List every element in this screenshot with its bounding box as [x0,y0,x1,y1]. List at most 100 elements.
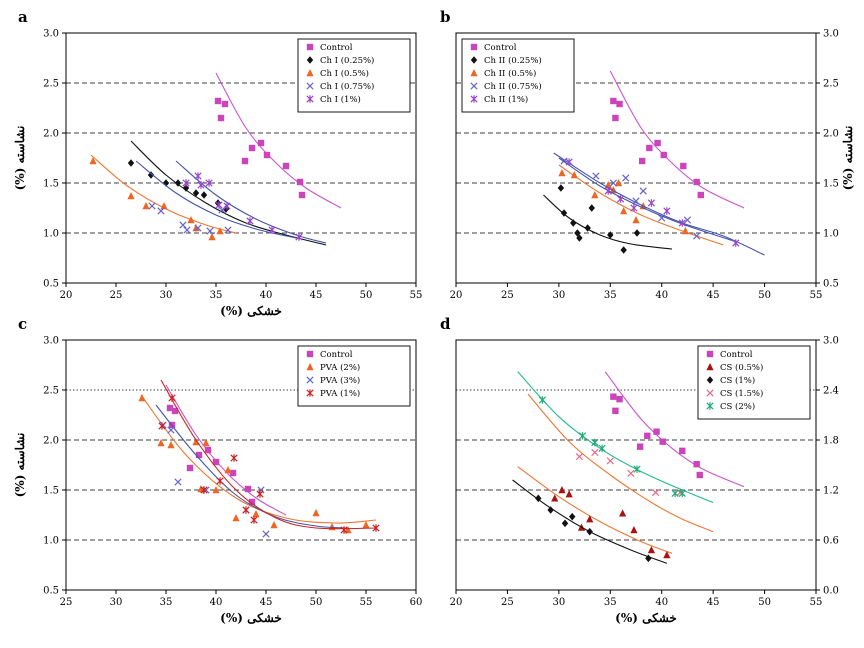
data-point [223,202,231,210]
data-point [312,509,320,517]
legend-entry: CS (2%) [720,401,755,412]
y-tick-label: 2.0 [43,129,59,140]
data-point [538,396,547,404]
y-tick-label: 3.0 [43,29,59,40]
data-point [586,515,594,523]
legend-marker [306,389,314,397]
data-point [127,192,135,200]
x-tick-label: 35 [210,290,223,301]
panel-b: b 20 25 30 35 40 45 50 550.5 1.0 1.5 2.0 2.5 3.0 (%) ن… [440,8,855,301]
data-point [633,465,641,473]
data-point [147,171,155,179]
y-axis-label: (%) نشاسته [13,126,27,191]
data-point [194,172,202,180]
legend-marker [306,363,314,371]
data-point [244,485,252,493]
legend-marker [306,95,314,103]
x-tick-label: 45 [707,290,720,301]
data-point [588,204,595,212]
legend-entry: Ch I (1%) [320,94,361,105]
data-point [627,469,635,477]
legend-entry: PVA (1%) [320,388,360,399]
data-point [340,526,348,534]
x-tick-label: 30 [160,290,173,301]
data-point [372,524,380,532]
x-tick-label: 25 [501,290,514,301]
data-point [551,494,559,502]
x-tick-label: 45 [260,597,273,608]
data-point [616,100,623,108]
data-point [166,404,174,412]
data-point [214,199,222,207]
legend-marker [306,350,314,358]
data-point [654,139,661,147]
data-point [192,189,200,197]
data-point [229,469,237,477]
data-point [138,394,146,402]
data-point [268,226,276,234]
y-tick-label: 0.6 [823,536,839,547]
x-axis-label: (%) خشکی [220,611,282,625]
y-tick-label: 2.4 [823,386,839,397]
legend-marker [306,82,314,90]
data-point [614,179,623,187]
series-4 [135,160,297,239]
data-point [647,546,656,554]
data-point [270,521,278,529]
data-point [610,393,617,400]
y-tick-label: 2.0 [43,436,59,447]
data-point [187,216,195,224]
series-4 [553,152,765,256]
data-point [663,207,671,215]
trend-line [604,371,745,488]
x-tick-label: 55 [360,597,373,608]
series-3 [89,154,237,241]
trend-line [155,404,347,529]
x-tick-label: 25 [110,290,123,301]
y-tick-label: 2.5 [43,386,59,397]
legend-marker [470,56,478,64]
legend-entry: Ch II (1%) [484,94,528,105]
data-point [295,233,303,241]
data-point [630,526,638,534]
legend-entry: CS (1%) [720,375,755,386]
data-point [646,144,653,152]
legend: Control Ch II (0.25%) Ch II (0.5%) Ch II (0… [461,38,575,113]
data-point [586,527,593,536]
data-point [620,246,627,254]
series-4 [158,379,380,534]
legend-box [297,38,411,113]
data-point [557,184,565,192]
data-point [616,395,623,403]
series-2 [517,466,673,559]
trend-line [135,160,297,239]
data-point [683,216,692,224]
data-point [208,233,216,241]
data-point [569,512,576,521]
data-point [218,206,226,214]
data-point [604,187,612,195]
legend-marker [706,376,714,384]
x-tick-label: 50 [758,597,771,608]
data-point [195,451,203,459]
trend-line [558,157,734,242]
series-3 [512,479,668,564]
legend: Control PVA (2%) PVA (3%) PVA (1%) [297,345,411,407]
data-point [256,490,264,498]
data-point [160,202,168,210]
x-tick-label: 20 [60,290,73,301]
trend-line [553,152,765,256]
plot-frame [455,339,817,591]
data-point [671,489,679,498]
legend-entry: Ch II (0.75%) [484,81,542,92]
data-point [241,157,249,165]
legend-marker [706,402,714,410]
data-point [612,114,619,122]
data-point [200,486,208,494]
data-point [157,207,165,215]
y-tick-label: 1.0 [43,229,59,240]
series-1 [609,70,745,209]
x-tick-label: 55 [810,597,823,608]
legend-marker [306,43,314,51]
x-tick-label: 40 [210,597,223,608]
